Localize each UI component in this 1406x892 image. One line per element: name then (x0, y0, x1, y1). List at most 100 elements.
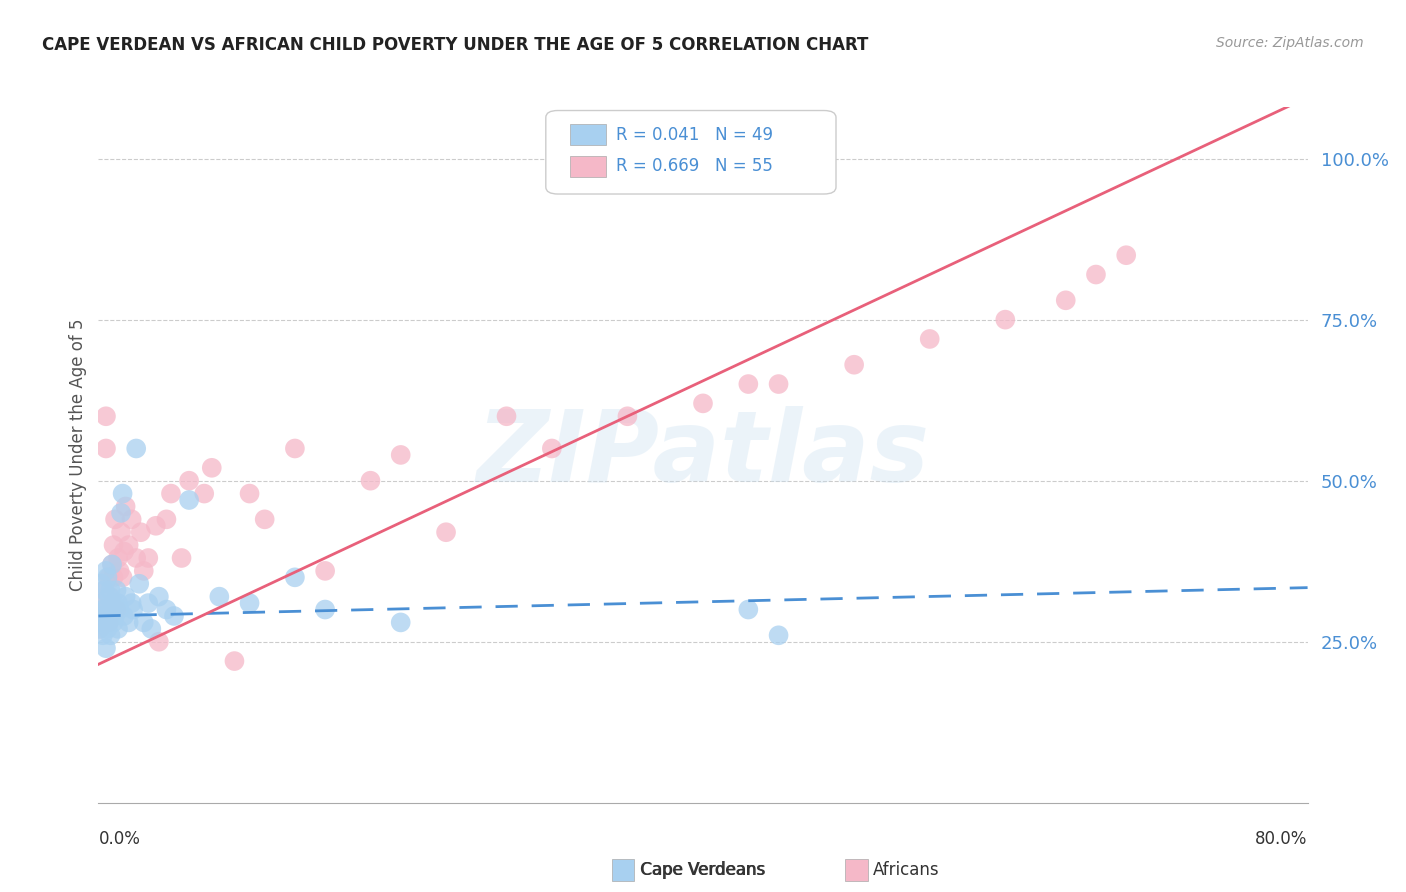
Y-axis label: Child Poverty Under the Age of 5: Child Poverty Under the Age of 5 (69, 318, 87, 591)
Point (148, 590, 170, 604)
Point (94, 564, 117, 578)
Point (103, 615, 125, 630)
Point (91, 615, 114, 630)
Text: Cape Verdeans: Cape Verdeans (641, 861, 765, 879)
Point (118, 538, 141, 552)
Point (193, 486, 215, 500)
Point (103, 570, 125, 584)
Point (107, 551, 129, 566)
Point (90, 596, 112, 610)
Point (389, 448, 412, 462)
Point (148, 634, 170, 648)
Text: R = 0.041   N = 49: R = 0.041 N = 49 (616, 126, 773, 144)
Point (111, 486, 134, 500)
Point (239, 596, 262, 610)
Point (616, 409, 638, 424)
Point (145, 518, 167, 533)
Point (132, 564, 155, 578)
Point (101, 602, 124, 616)
Point (91, 628, 114, 642)
Point (768, 377, 790, 392)
Point (98, 615, 121, 630)
Point (110, 506, 132, 520)
Bar (569, 156, 606, 177)
Point (98, 615, 121, 630)
Point (94, 442, 117, 456)
Point (107, 596, 129, 610)
Point (93, 609, 115, 624)
Point (253, 512, 276, 526)
Point (284, 570, 307, 584)
Point (208, 590, 231, 604)
Point (96, 570, 118, 584)
Point (155, 602, 177, 616)
Point (90, 615, 112, 630)
Point (112, 544, 135, 558)
Point (93, 583, 115, 598)
Point (224, 654, 246, 668)
Point (1085, 268, 1108, 282)
Point (94, 641, 117, 656)
Point (118, 615, 141, 630)
Point (125, 442, 148, 456)
Point (98, 570, 121, 584)
Point (1054, 293, 1077, 308)
Point (1115, 248, 1137, 262)
Point (114, 590, 136, 604)
Point (103, 596, 125, 610)
Point (141, 622, 163, 636)
Point (105, 602, 128, 616)
Point (96, 622, 118, 636)
Point (94, 602, 117, 616)
Point (360, 474, 382, 488)
Text: Africans: Africans (873, 861, 939, 879)
Point (90, 576, 112, 591)
Point (314, 602, 336, 616)
Point (768, 628, 790, 642)
Text: 80.0%: 80.0% (1256, 830, 1308, 847)
Text: ZIPatlas: ZIPatlas (477, 407, 929, 503)
Point (170, 551, 193, 566)
Point (122, 602, 145, 616)
Point (108, 602, 131, 616)
Point (239, 486, 262, 500)
Point (93, 583, 115, 598)
Text: CAPE VERDEAN VS AFRICAN CHILD POVERTY UNDER THE AGE OF 5 CORRELATION CHART: CAPE VERDEAN VS AFRICAN CHILD POVERTY UN… (42, 36, 869, 54)
Point (155, 512, 177, 526)
Point (91, 602, 114, 616)
Point (100, 590, 122, 604)
Text: 0.0%: 0.0% (98, 830, 141, 847)
Point (100, 583, 122, 598)
Point (179, 474, 201, 488)
Point (540, 442, 562, 456)
FancyBboxPatch shape (546, 111, 837, 194)
Point (107, 622, 129, 636)
Point (918, 332, 941, 346)
Point (110, 525, 132, 540)
Point (201, 460, 224, 475)
Point (125, 551, 148, 566)
Point (98, 590, 121, 604)
Point (179, 493, 201, 508)
Point (495, 409, 517, 424)
Point (121, 596, 143, 610)
Point (94, 409, 117, 424)
Bar (569, 124, 606, 145)
Point (994, 312, 1017, 326)
Point (136, 551, 159, 566)
Point (737, 377, 759, 392)
Point (100, 628, 122, 642)
Text: Source: ZipAtlas.com: Source: ZipAtlas.com (1216, 36, 1364, 50)
Point (692, 396, 714, 410)
Point (89, 622, 111, 636)
Point (96, 602, 118, 616)
Point (101, 558, 124, 572)
Text: Cape Verdeans: Cape Verdeans (640, 861, 765, 879)
Point (111, 570, 134, 584)
Point (129, 525, 152, 540)
Point (136, 596, 159, 610)
Point (103, 538, 125, 552)
Point (132, 615, 155, 630)
Point (108, 564, 131, 578)
Point (112, 609, 135, 624)
